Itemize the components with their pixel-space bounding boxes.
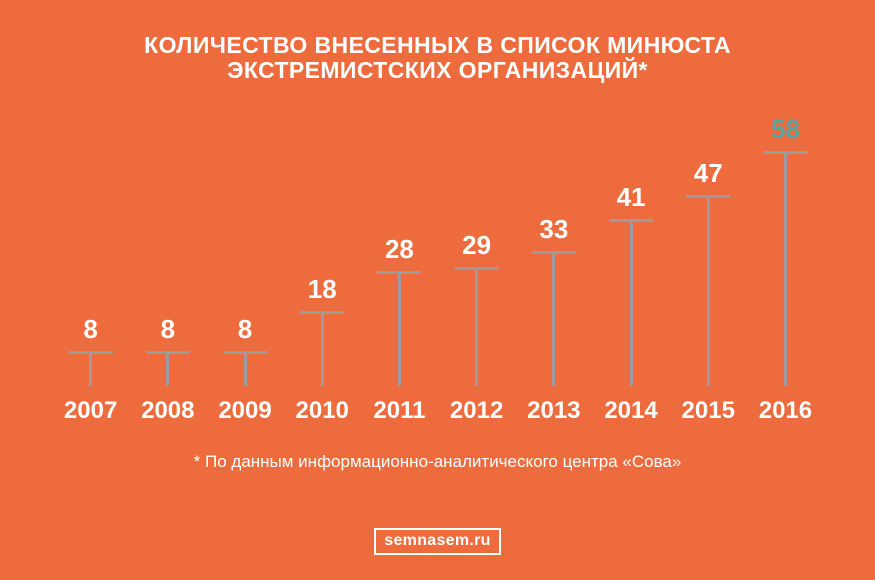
year-label: 2007 bbox=[63, 397, 118, 424]
chart-column: 41 2014 bbox=[592, 111, 669, 425]
year-label: 2014 bbox=[604, 397, 658, 424]
year-label: 2011 bbox=[373, 397, 426, 424]
chart-column: 8 2009 bbox=[206, 111, 283, 425]
chart-title: КОЛИЧЕСТВО ВНЕСЕННЫХ В СПИСОК МИНЮСТА ЭК… bbox=[0, 33, 875, 83]
year-label: 2009 bbox=[218, 397, 272, 424]
value-label: 28 bbox=[384, 234, 414, 264]
year-label: 2015 bbox=[681, 397, 735, 424]
lollipop-cap bbox=[609, 219, 654, 222]
year-label: 2008 bbox=[141, 397, 195, 424]
lollipop-stem bbox=[706, 198, 710, 386]
lollipop-stem bbox=[397, 274, 401, 386]
lollipop-cap bbox=[145, 351, 190, 354]
lollipop-chart: 8 2007 8 2008 8 2009 18 2010 28 2011 29 … bbox=[52, 111, 824, 425]
chart-column: 28 2011 bbox=[361, 111, 438, 425]
value-label: 8 bbox=[83, 314, 98, 344]
lollipop-stem bbox=[320, 314, 324, 386]
chart-title-line1: КОЛИЧЕСТВО ВНЕСЕННЫХ В СПИСОК МИНЮСТА bbox=[144, 32, 731, 58]
value-label: 18 bbox=[307, 274, 337, 304]
chart-column: 18 2010 bbox=[284, 111, 361, 425]
lollipop-cap bbox=[300, 311, 345, 314]
value-label: 41 bbox=[616, 182, 646, 212]
year-label: 2013 bbox=[527, 397, 581, 424]
lollipop-stem bbox=[475, 270, 479, 386]
site-badge-container: semnasem.ru bbox=[0, 528, 875, 555]
lollipop-cap bbox=[223, 351, 267, 354]
lollipop-stem bbox=[166, 354, 170, 386]
value-label: 29 bbox=[462, 230, 492, 260]
chart-column: 58 2016 bbox=[747, 111, 824, 425]
lollipop-stem bbox=[552, 254, 556, 386]
site-badge: semnasem.ru bbox=[374, 528, 501, 555]
lollipop-stem bbox=[783, 154, 787, 386]
value-label: 58 bbox=[770, 114, 800, 144]
lollipop-cap bbox=[454, 267, 499, 270]
year-label: 2010 bbox=[295, 397, 349, 424]
lollipop-stem bbox=[243, 354, 247, 386]
year-label: 2012 bbox=[449, 397, 504, 424]
lollipop-cap bbox=[377, 271, 422, 274]
lollipop-cap bbox=[763, 151, 808, 154]
chart-column: 8 2007 bbox=[52, 111, 129, 425]
lollipop-stem bbox=[629, 222, 633, 386]
lollipop-stem bbox=[89, 354, 93, 386]
value-label: 47 bbox=[693, 158, 723, 188]
lollipop-cap bbox=[68, 351, 113, 354]
year-label: 2016 bbox=[758, 397, 813, 424]
chart-column: 8 2008 bbox=[129, 111, 206, 425]
lollipop-cap bbox=[686, 195, 731, 198]
chart-column: 47 2015 bbox=[670, 111, 747, 425]
value-label: 8 bbox=[237, 314, 253, 344]
lollipop-cap bbox=[531, 251, 576, 254]
chart-column: 33 2013 bbox=[515, 111, 592, 425]
value-label: 33 bbox=[539, 214, 569, 244]
source-footnote: * По данным информационно-аналитического… bbox=[193, 452, 682, 471]
chart-column: 29 2012 bbox=[438, 111, 515, 425]
chart-title-line2: ЭКСТРЕМИСТСКИХ ОРГАНИЗАЦИЙ* bbox=[227, 57, 648, 83]
value-label: 8 bbox=[160, 314, 176, 344]
